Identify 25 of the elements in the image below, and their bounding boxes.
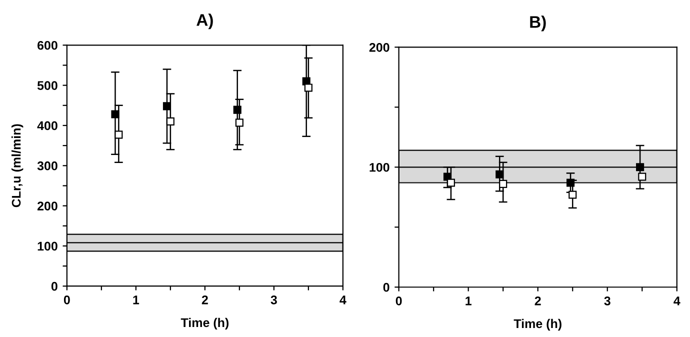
y-tick-label: 100 bbox=[370, 162, 390, 172]
y-tick-label: 400 bbox=[37, 121, 58, 130]
x-axis-title: Time (h) bbox=[180, 318, 229, 330]
x-tick-label: 0 bbox=[396, 296, 402, 306]
y-axis-title: CLr,u (ml/min) bbox=[12, 124, 24, 208]
x-tick-label: 3 bbox=[604, 296, 610, 306]
x-tick-label: 3 bbox=[270, 295, 277, 304]
x-axis-title: Time (h) bbox=[514, 318, 562, 331]
x-tick-label: 4 bbox=[674, 296, 680, 306]
x-tick-label: 2 bbox=[202, 295, 208, 304]
x-tick-label: 0 bbox=[64, 295, 70, 304]
y-tick-label: 200 bbox=[369, 42, 390, 52]
x-tick-label: 1 bbox=[466, 296, 472, 306]
chart-title: B) bbox=[530, 16, 546, 32]
y-tick-label: 100 bbox=[38, 242, 58, 251]
y-tick-label: 0 bbox=[383, 282, 390, 292]
chart-title: A) bbox=[196, 14, 213, 30]
y-tick-label: 0 bbox=[51, 282, 58, 291]
y-tick-label: 500 bbox=[37, 81, 58, 90]
y-tick-label: 600 bbox=[38, 40, 58, 50]
y-tick-label: 200 bbox=[37, 202, 58, 210]
x-tick-label: 2 bbox=[534, 296, 541, 306]
x-tick-label: 4 bbox=[340, 296, 346, 304]
y-tick-label: 300 bbox=[37, 161, 58, 170]
x-tick-label: 1 bbox=[133, 296, 140, 304]
